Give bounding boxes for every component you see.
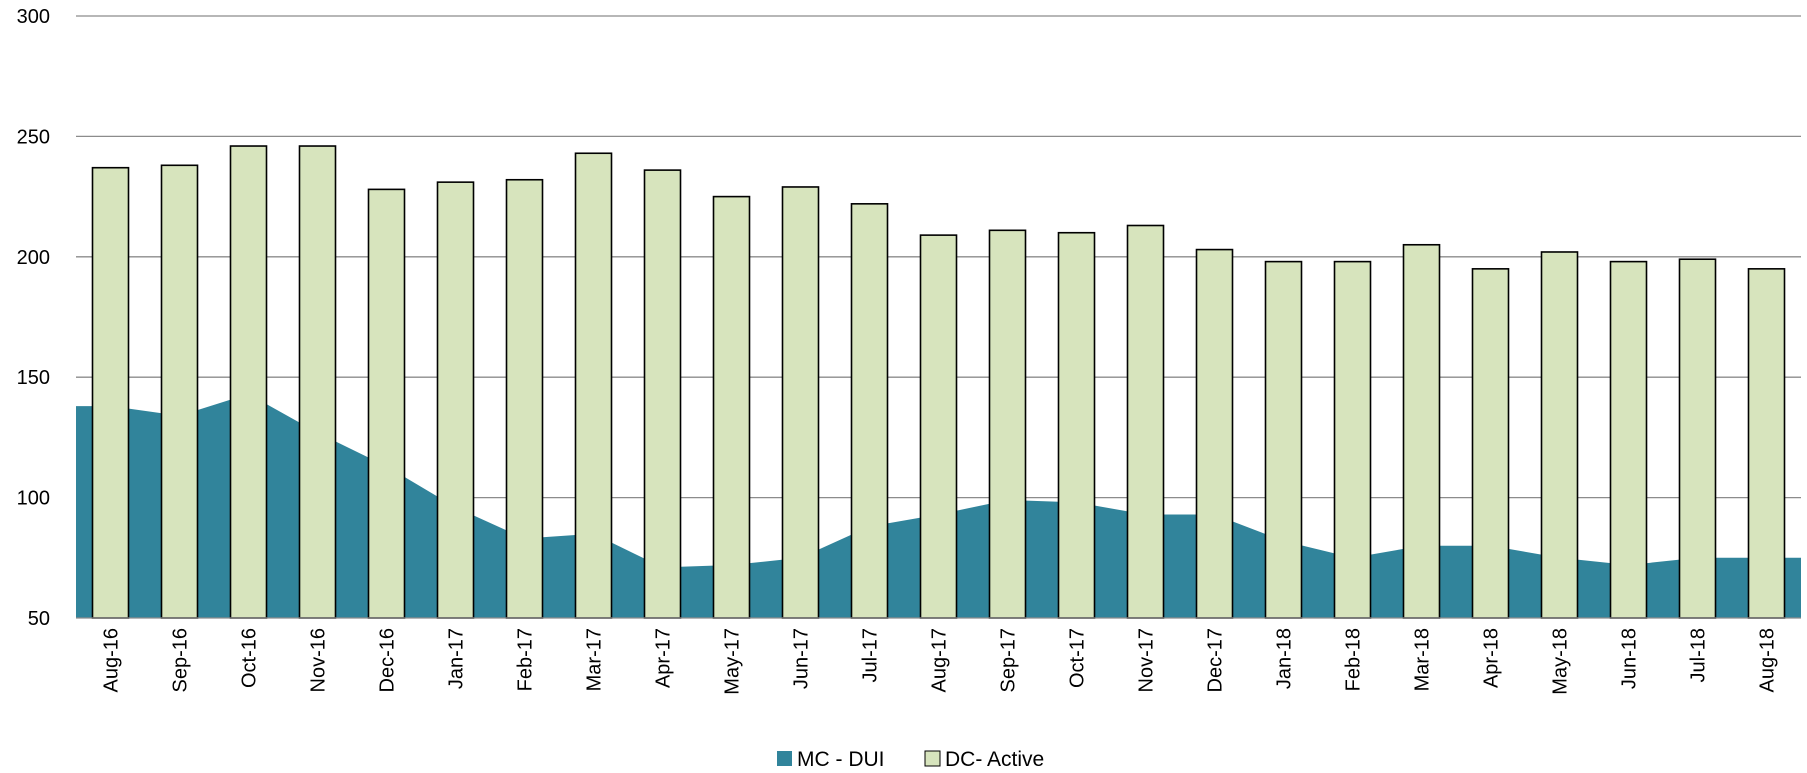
legend: MC - DUI DC- Active [777,748,1044,771]
bar [1678,258,1717,619]
x-tick-label: Jan-17 [446,628,468,689]
y-tick-label: 200 [17,247,50,269]
bar [643,169,682,619]
bar [1609,260,1648,619]
bar [298,145,337,619]
legend-swatch-dc-active [924,750,941,767]
x-tick-label: May-18 [1550,628,1572,695]
bar [919,234,958,619]
bar [1264,260,1303,619]
bar [1195,248,1234,619]
x-tick-label: Oct-16 [239,628,261,688]
bar [1471,268,1510,619]
bar [850,203,889,619]
bar [505,178,544,619]
bar [574,152,613,619]
x-tick-label: Oct-17 [1067,628,1089,688]
bar [1402,243,1441,619]
x-axis-ticks: Aug-16 Sep-16 Oct-16 Nov-16 Dec-16 Jan-17 Feb-… [101,628,1779,695]
y-tick-label: 150 [17,367,50,389]
x-tick-label: Mar-18 [1412,628,1434,691]
y-tick-label: 100 [17,488,50,510]
y-tick-label: 300 [17,6,50,28]
x-tick-label: Apr-18 [1481,628,1503,688]
x-tick-label: Aug-17 [929,628,951,693]
bar [1747,268,1786,619]
x-tick-label: Dec-16 [377,628,399,692]
bar [1057,231,1096,619]
x-tick-label: Jul-17 [860,628,882,682]
y-tick-label: 50 [28,608,50,630]
bar [160,164,199,619]
bar [712,195,751,619]
x-tick-label: Jun-18 [1619,628,1641,689]
legend-label-dc-active: DC- Active [945,748,1044,771]
bar [367,188,406,619]
x-tick-label: Dec-17 [1205,628,1227,692]
x-tick-label: Sep-17 [998,628,1020,693]
x-tick-label: Feb-17 [515,628,537,691]
x-tick-label: Nov-17 [1136,628,1158,692]
x-tick-label: Apr-17 [653,628,675,688]
x-tick-label: Jun-17 [791,628,813,689]
bar [91,166,130,619]
bar [1540,251,1579,619]
bar [988,229,1027,619]
x-tick-label: Aug-16 [101,628,123,693]
x-tick-label: Sep-16 [170,628,192,693]
y-tick-label: 250 [17,126,50,148]
x-tick-label: May-17 [722,628,744,695]
x-tick-label: Nov-16 [308,628,330,692]
x-tick-label: Jan-18 [1274,628,1296,689]
legend-label-mc-dui: MC - DUI [797,748,885,771]
legend-swatch-mc-dui [777,751,792,766]
bar [436,181,475,619]
bar [781,186,820,619]
x-tick-label: Aug-18 [1757,628,1779,693]
bar [229,145,268,619]
bar [1126,224,1165,619]
x-tick-label: Feb-18 [1343,628,1365,691]
y-axis-ticks: 50 100 150 200 250 300 [17,6,50,630]
x-tick-label: Jul-18 [1688,628,1710,682]
x-tick-label: Mar-17 [584,628,606,691]
bar [1333,260,1372,619]
